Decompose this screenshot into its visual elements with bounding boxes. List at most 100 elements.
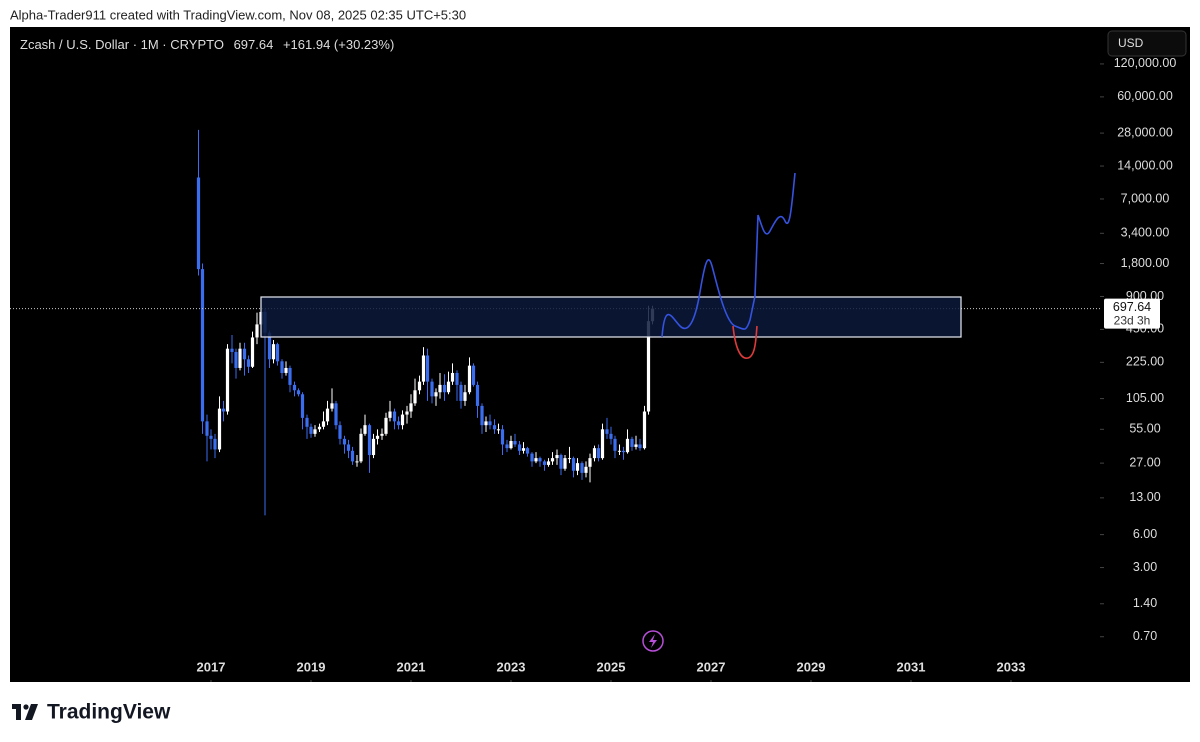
x-tick-label: 2021 xyxy=(397,659,426,674)
candle-body xyxy=(313,429,317,434)
candle-body xyxy=(388,411,392,418)
candle-body xyxy=(517,444,522,451)
candle-body xyxy=(267,332,272,360)
candle-body xyxy=(617,450,622,452)
candle-body xyxy=(625,438,630,453)
brand: TradingView xyxy=(12,701,171,724)
event-icon[interactable] xyxy=(642,630,664,652)
candle-body xyxy=(288,367,292,385)
candle-body xyxy=(280,361,284,373)
candle-body xyxy=(246,359,251,367)
candle-body xyxy=(505,444,509,449)
candle-body xyxy=(596,448,601,459)
x-tick-label: 2019 xyxy=(297,659,326,674)
candle-body xyxy=(575,463,580,471)
credit: Alpha-Trader911 created with TradingView… xyxy=(10,7,466,22)
y-tick-label: 60,000.00 xyxy=(1117,89,1173,103)
candle-body xyxy=(284,367,288,373)
candle-body xyxy=(330,403,334,409)
candle-body xyxy=(425,355,430,382)
countdown-label: 23d 3h xyxy=(1114,314,1151,328)
candle-body xyxy=(584,466,588,473)
candle-body xyxy=(338,425,342,439)
candle-body xyxy=(638,444,642,449)
candle-body xyxy=(605,429,609,434)
candle-body xyxy=(646,321,651,412)
alternative-path xyxy=(732,325,758,359)
candle-body xyxy=(613,438,617,451)
candle-body xyxy=(513,441,517,445)
candle-body xyxy=(642,411,647,449)
candle-body xyxy=(588,458,592,467)
y-tick-label: 225.00 xyxy=(1126,355,1164,369)
y-tick-label: 0.70 xyxy=(1133,629,1157,643)
candle-body xyxy=(242,348,247,360)
candle-body xyxy=(559,455,563,469)
y-tick-label: 14,000.00 xyxy=(1117,158,1173,172)
candle-body xyxy=(421,355,426,382)
candle-body xyxy=(400,414,405,426)
candle-body xyxy=(371,438,376,456)
candle-body xyxy=(446,381,451,393)
candle-body xyxy=(571,458,576,471)
x-tick-label: 2025 xyxy=(597,659,626,674)
candle-body xyxy=(621,450,626,453)
candle-body xyxy=(546,461,551,465)
candle-body xyxy=(455,372,459,385)
candle-body xyxy=(609,433,613,439)
candle-body xyxy=(196,177,201,270)
zone-box xyxy=(260,296,962,338)
candle-body xyxy=(634,444,638,447)
candle-body xyxy=(630,438,634,447)
candle-body xyxy=(250,337,255,367)
candle-body xyxy=(592,448,597,459)
candle-body xyxy=(305,417,309,427)
candle-body xyxy=(363,425,367,434)
y-tick-label: 105.00 xyxy=(1126,391,1164,405)
last-price-label: 697.64 xyxy=(1113,300,1151,314)
candle-body xyxy=(384,417,388,434)
chart-legend: Zcash / U.S. Dollar · 1M · CRYPTO 697.64… xyxy=(20,37,394,52)
y-tick-label: 27.00 xyxy=(1129,455,1160,469)
candle-body xyxy=(309,426,313,434)
candle-body xyxy=(496,429,501,431)
candle-body xyxy=(355,461,359,463)
candle-body xyxy=(434,392,438,397)
x-tick-label: 2027 xyxy=(697,659,726,674)
candle-body xyxy=(317,426,322,430)
candle-body xyxy=(296,390,301,395)
projection-path xyxy=(661,172,796,338)
candle-body xyxy=(346,444,351,451)
candle-body xyxy=(367,425,372,456)
candle-body xyxy=(563,458,567,469)
candle-body xyxy=(350,450,355,462)
candle-body xyxy=(375,435,380,439)
candle-body xyxy=(392,411,397,422)
currency-button[interactable] xyxy=(1107,30,1187,57)
x-tick-label: 2033 xyxy=(997,659,1026,674)
x-tick-label: 2031 xyxy=(897,659,926,674)
candle-body xyxy=(488,421,492,426)
candle-body xyxy=(230,348,234,352)
y-tick-label: 3.00 xyxy=(1133,560,1157,574)
x-tick-label: 2029 xyxy=(797,659,826,674)
logo-part xyxy=(16,704,21,720)
x-tick-label: 2023 xyxy=(497,659,526,674)
event-bolt xyxy=(649,634,657,648)
candle-body xyxy=(396,421,401,426)
candle-body xyxy=(200,269,205,422)
candle-body xyxy=(413,390,417,404)
candle-body xyxy=(500,429,505,445)
change: +161.94 (+30.23%) xyxy=(283,37,394,52)
candle-body xyxy=(442,384,447,393)
currency: USD xyxy=(1118,36,1144,50)
y-tick-label: 7,000.00 xyxy=(1121,191,1170,205)
candle-body xyxy=(205,421,209,436)
candle-body xyxy=(417,381,422,391)
y-tick-label: 28,000.00 xyxy=(1117,125,1173,139)
candle-body xyxy=(255,324,259,338)
candle-body xyxy=(380,433,384,436)
candle-body xyxy=(530,453,534,462)
candle-body xyxy=(492,425,497,430)
